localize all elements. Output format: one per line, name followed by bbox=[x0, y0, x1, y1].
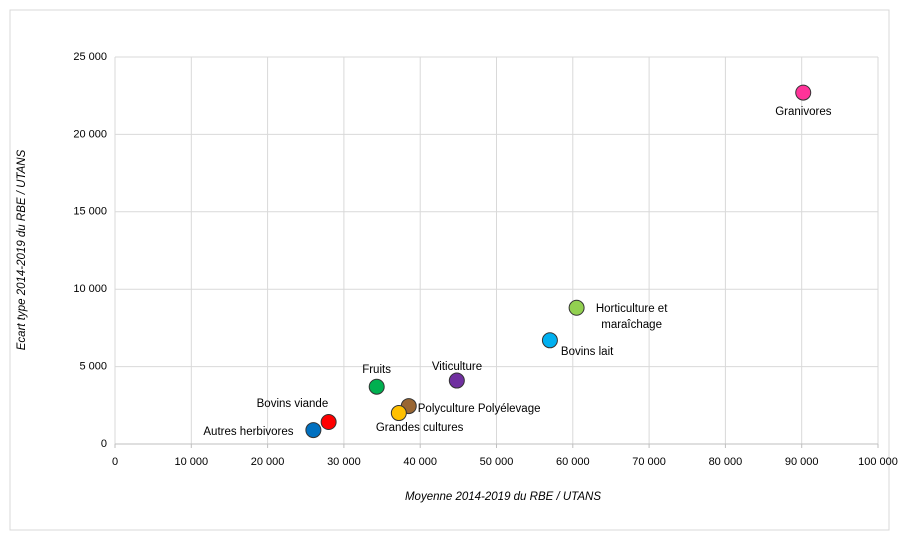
point-label: Fruits bbox=[362, 363, 391, 376]
x-tick-label: 80 000 bbox=[709, 456, 743, 468]
x-tick-label: 90 000 bbox=[785, 456, 819, 468]
point-label: Grandes cultures bbox=[375, 422, 464, 435]
point-label: Polyculture Polyélevage bbox=[417, 403, 541, 416]
y-tick-label: 15 000 bbox=[73, 206, 107, 218]
y-tick-label: 5 000 bbox=[79, 361, 107, 373]
point-label: Bovins lait bbox=[560, 346, 614, 359]
point bbox=[795, 84, 812, 101]
y-tick-label: 0 bbox=[101, 438, 107, 450]
x-tick-label: 60 000 bbox=[556, 456, 590, 468]
y-tick-label: 20 000 bbox=[73, 128, 107, 140]
point-label: Bovins viande bbox=[256, 398, 329, 411]
x-tick-label: 0 bbox=[112, 456, 118, 468]
point bbox=[368, 378, 385, 395]
x-tick-label: 100 000 bbox=[858, 456, 898, 468]
point bbox=[320, 414, 337, 431]
x-tick-label: 30 000 bbox=[327, 456, 361, 468]
x-tick-label: 40 000 bbox=[403, 456, 437, 468]
x-tick-label: 50 000 bbox=[480, 456, 514, 468]
point bbox=[541, 332, 558, 349]
y-tick-label: 10 000 bbox=[73, 283, 107, 295]
point-label: Viticulture bbox=[431, 360, 483, 373]
point bbox=[305, 422, 322, 439]
point bbox=[390, 405, 407, 422]
point-label: Horticulture et maraîchage bbox=[595, 302, 668, 331]
y-axis-title: Ecart type 2014-2019 du RBE / UTANS bbox=[16, 149, 28, 350]
point bbox=[568, 299, 585, 316]
x-tick-label: 70 000 bbox=[632, 456, 666, 468]
point-label: Autres herbivores bbox=[203, 426, 294, 439]
x-tick-label: 20 000 bbox=[251, 456, 285, 468]
x-tick-label: 10 000 bbox=[174, 456, 208, 468]
chart-frame bbox=[9, 9, 890, 531]
point-label: Granivores bbox=[775, 105, 832, 118]
x-axis-title: Moyenne 2014-2019 du RBE / UTANS bbox=[405, 491, 601, 503]
point bbox=[448, 372, 465, 389]
y-tick-label: 25 000 bbox=[73, 51, 107, 63]
